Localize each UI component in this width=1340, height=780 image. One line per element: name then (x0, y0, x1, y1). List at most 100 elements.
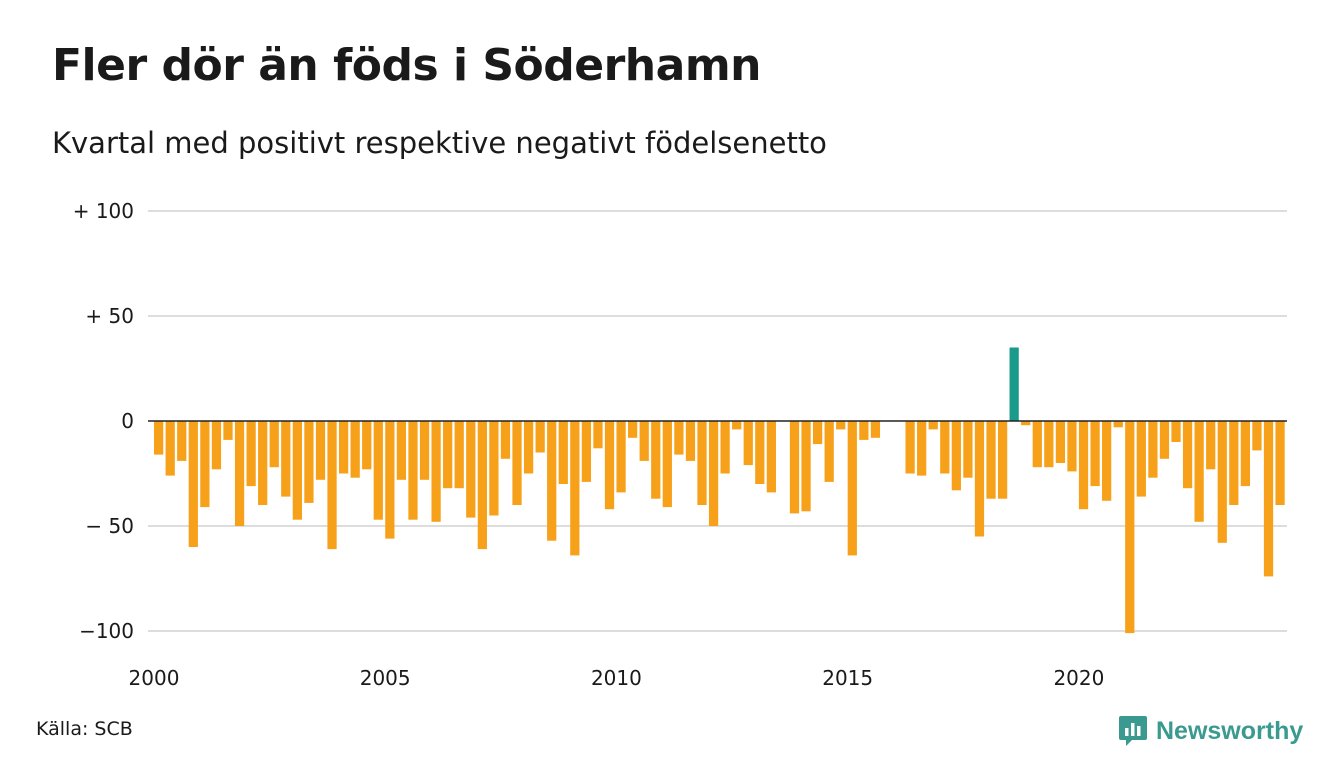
bar (1125, 421, 1135, 634)
bar (697, 421, 707, 505)
chart-subtitle: Kvartal med positivt respektive negativt… (52, 126, 827, 160)
bar (246, 421, 256, 487)
bar (1009, 347, 1019, 421)
bar (1078, 421, 1089, 510)
y-tick-label: + 100 (73, 199, 134, 223)
bar (350, 421, 360, 478)
bar (385, 421, 395, 539)
bar (443, 421, 453, 489)
bar (466, 421, 476, 518)
bar (1194, 421, 1204, 522)
bar (674, 421, 684, 455)
bar (408, 421, 418, 520)
bar (1229, 421, 1239, 505)
brand-logo[interactable]: Newsworthy (1118, 714, 1303, 748)
bar (500, 421, 511, 459)
bar (1113, 421, 1123, 428)
bar (477, 421, 487, 550)
bar-chart: + 100 + 50 0 − 50 −100 2000 2005 2010 2015 2020 (73, 199, 1287, 690)
bar (338, 421, 349, 474)
bar (1217, 421, 1227, 543)
bar (234, 421, 245, 526)
bar (570, 421, 580, 556)
bar (200, 421, 210, 508)
x-tick-label: 2015 (822, 666, 873, 690)
bar (535, 421, 545, 453)
bar (974, 421, 985, 537)
bar (789, 421, 800, 514)
bar (1252, 421, 1262, 451)
bar (1102, 421, 1112, 501)
bar (581, 421, 592, 482)
bar (651, 421, 661, 499)
bar (547, 421, 557, 541)
bar (951, 421, 961, 491)
bar (1021, 421, 1031, 426)
bar (165, 421, 175, 476)
x-tick-label: 2020 (1053, 666, 1104, 690)
bar (258, 421, 268, 505)
bar (396, 421, 407, 480)
bar (766, 421, 776, 493)
bar (743, 421, 753, 466)
axes: + 100 + 50 0 − 50 −100 2000 2005 2010 2015 2020 (73, 199, 1287, 690)
bar (732, 421, 742, 430)
bar (419, 421, 430, 480)
bar (188, 421, 198, 547)
bar (1148, 421, 1158, 478)
bar (708, 421, 719, 526)
bars (154, 347, 1285, 634)
bar (373, 421, 383, 520)
bar (223, 421, 233, 440)
bar (1206, 421, 1216, 470)
bar (1055, 421, 1066, 463)
bar (154, 421, 164, 455)
bar (1032, 421, 1042, 468)
bar (836, 421, 846, 430)
bar (1263, 421, 1274, 577)
bar (327, 421, 337, 550)
bar (489, 421, 499, 516)
source-note: Källa: SCB (36, 718, 133, 740)
bar (604, 421, 615, 510)
bar (616, 421, 626, 493)
bar (917, 421, 927, 476)
brand-name: Newsworthy (1156, 716, 1304, 745)
bar (269, 421, 279, 468)
bar (720, 421, 730, 474)
bar (685, 421, 696, 461)
bar (1159, 421, 1170, 459)
bar (812, 421, 823, 445)
bar (281, 421, 291, 497)
bar (997, 421, 1008, 499)
bar (1136, 421, 1146, 497)
chart-bubble-icon (1119, 716, 1147, 746)
bar (940, 421, 950, 474)
bar (986, 421, 996, 499)
x-tick-label: 2005 (360, 666, 411, 690)
bar (304, 421, 314, 503)
chart-title: Fler dör än föds i Söderhamn (52, 40, 762, 91)
bar (512, 421, 522, 505)
bar (824, 421, 834, 482)
y-tick-label: + 50 (85, 304, 134, 328)
y-tick-label: − 50 (85, 514, 134, 538)
bar (1182, 421, 1193, 489)
bar (905, 421, 915, 474)
bar (870, 421, 881, 438)
bar (211, 421, 222, 470)
bar (454, 421, 464, 489)
bar (859, 421, 869, 440)
bar (1171, 421, 1181, 442)
bar (662, 421, 672, 508)
bar (362, 421, 372, 470)
bar (523, 421, 534, 474)
bar (1240, 421, 1251, 487)
bar (177, 421, 187, 461)
bar (847, 421, 857, 556)
y-tick-label: 0 (121, 409, 134, 433)
bar (928, 421, 938, 430)
bar (1067, 421, 1077, 472)
x-tick-label: 2000 (129, 666, 180, 690)
y-tick-label: −100 (79, 619, 134, 643)
